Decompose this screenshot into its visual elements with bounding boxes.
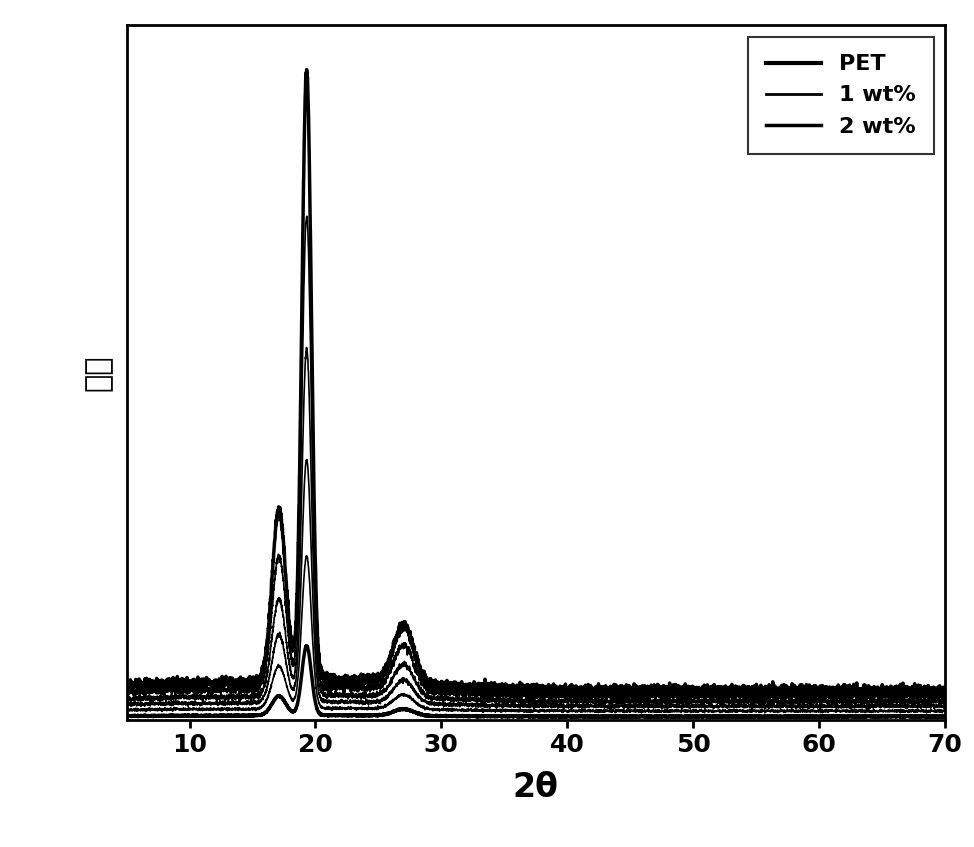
X-axis label: 2θ: 2θ bbox=[512, 771, 559, 804]
Y-axis label: 强度: 强度 bbox=[84, 354, 113, 391]
Legend: PET, 1 wt%, 2 wt%: PET, 1 wt%, 2 wt% bbox=[748, 36, 934, 154]
